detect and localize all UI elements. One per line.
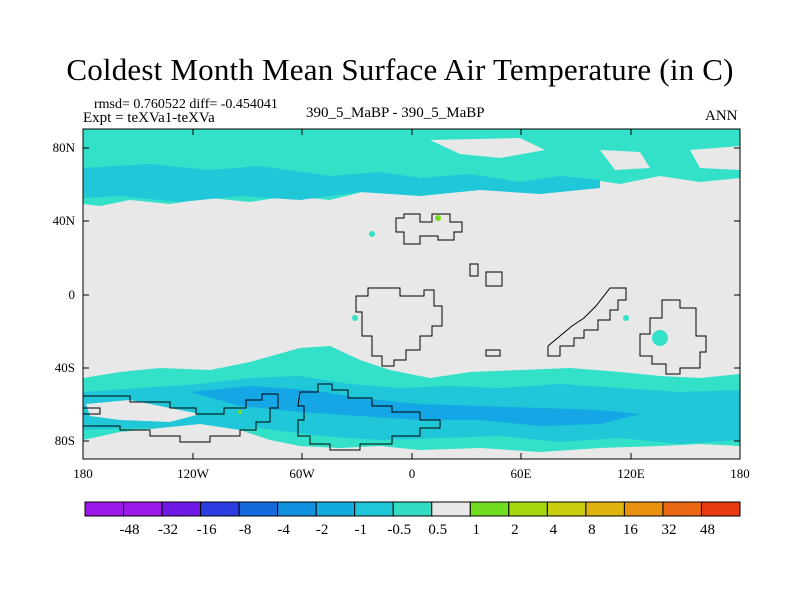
colorbar-box-11 <box>508 501 548 517</box>
colorbar-box-15 <box>662 501 702 517</box>
colorbar-label-14: 32 <box>661 522 676 538</box>
colorbar-label-9: 1 <box>473 522 481 538</box>
cyan-spot-1 <box>652 330 668 346</box>
colorbar-label-12: 8 <box>588 522 596 538</box>
colorbar-label-4: -4 <box>277 522 290 538</box>
season-label: ANN <box>705 108 738 124</box>
coast-south-america <box>297 383 441 451</box>
lon-label-180w: 180 <box>73 466 93 481</box>
lon-label-120w: 120W <box>177 466 210 481</box>
colorbar-label-10: 2 <box>511 522 519 538</box>
lon-label-180e: 180 <box>730 466 750 481</box>
colorbar-box-14 <box>623 501 664 517</box>
colorbar-label-3: -8 <box>239 522 252 538</box>
colorbar-box-0 <box>84 501 125 517</box>
colorbar-label-2: -16 <box>197 522 217 538</box>
lon-label-60w: 60W <box>289 466 315 481</box>
south-blue-core <box>190 386 640 426</box>
run-label: 390_5_MaBP - 390_5_MaBP <box>306 105 485 121</box>
lat-label-80n: 80N <box>53 140 76 155</box>
grey-patch-sw <box>86 400 200 422</box>
lat-label-40s: 40S <box>55 360 75 375</box>
cyan-spot-4 <box>623 315 629 321</box>
colorbar-label-13: 16 <box>623 522 639 538</box>
coast-europe <box>395 213 463 245</box>
coast-antarctic-west <box>83 393 279 443</box>
colorbar-label-7: -0.5 <box>387 522 411 538</box>
axis-ticks <box>82 129 741 459</box>
map-field <box>83 129 740 459</box>
stats-text: rmsd= 0.760522 diff= -0.454041 <box>94 97 278 112</box>
coast-india-asia <box>547 287 627 357</box>
green-spot-1 <box>435 215 441 221</box>
colorbar-box-8 <box>392 501 433 517</box>
colorbar-box-10 <box>469 501 510 517</box>
colorbar-box-9 <box>431 501 471 517</box>
antarctic-grey <box>83 424 740 459</box>
coast-australia <box>639 299 707 375</box>
coast-madagascar <box>485 349 501 357</box>
lat-label-80s: 80S <box>55 433 75 448</box>
colorbar-label-15: 48 <box>700 522 715 538</box>
colorbar-label-8: 0.5 <box>428 522 447 538</box>
cyan-spot-2 <box>369 231 375 237</box>
colorbar-label-6: -1 <box>354 522 367 538</box>
lat-label-40n: 40N <box>53 213 76 228</box>
colorbar-box-12 <box>546 501 587 517</box>
colorbar-label-5: -2 <box>316 522 329 538</box>
coast-antarctic-east <box>83 407 101 415</box>
colorbar-label-11: 4 <box>550 522 558 538</box>
colorbar-box-2 <box>161 501 202 517</box>
cyan-spot-3 <box>352 315 358 321</box>
plot-title: Coldest Month Mean Surface Air Temperatu… <box>66 52 734 87</box>
coast-arabia <box>469 263 479 277</box>
colorbar-box-13 <box>585 501 625 517</box>
coast-asia-minor <box>485 271 503 287</box>
colorbar-box-7 <box>354 501 394 517</box>
north-grey-patch-3 <box>690 146 740 170</box>
lat-label-0: 0 <box>69 287 76 302</box>
lon-label-60e: 60E <box>511 466 532 481</box>
colorbar-label-0: -48 <box>120 522 140 538</box>
colorbar-box-5 <box>277 501 317 517</box>
colorbar-box-16 <box>700 501 741 517</box>
lon-label-120e: 120E <box>617 466 645 481</box>
colorbar: -48 -32 -16 -8 -4 -2 -1 -0.5 0.5 1 2 4 8 16 32 48 <box>84 501 741 538</box>
colorbar-box-4 <box>238 501 279 517</box>
experiment-label: Expt = teXVa1-teXVa <box>83 110 215 126</box>
colorbar-label-1: -32 <box>158 522 178 538</box>
colorbar-box-3 <box>200 501 240 517</box>
colorbar-box-1 <box>123 501 163 517</box>
coast-africa <box>355 287 443 367</box>
north-grey-patch-1 <box>430 138 545 158</box>
north-grey-patch-2 <box>600 150 650 170</box>
coastlines <box>83 213 707 451</box>
lon-label-0: 0 <box>409 466 416 481</box>
north-blue-band <box>83 164 600 202</box>
green-spot-2 <box>238 410 242 414</box>
colorbar-box-6 <box>315 501 356 517</box>
